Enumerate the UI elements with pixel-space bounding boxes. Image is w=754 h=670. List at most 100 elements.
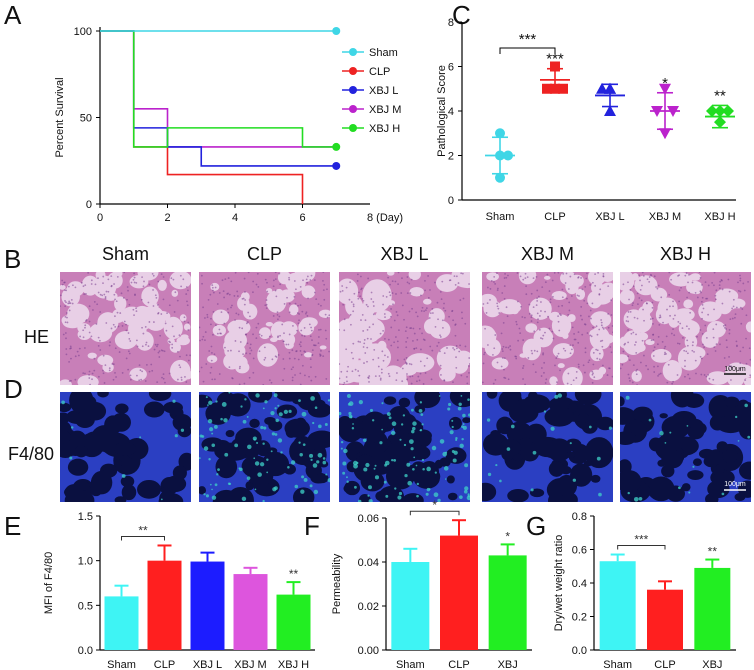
nucleus [128,352,131,355]
nucleus [244,299,247,301]
dark-space [568,402,578,413]
nucleus [218,292,221,294]
nucleus [434,281,436,284]
nucleus [396,372,398,374]
marker-signal [241,496,247,502]
alveolar-space [60,379,72,385]
y-tick-label: 0.02 [358,601,379,613]
nucleus [600,319,603,321]
nucleus [213,378,216,381]
nucleus [313,291,316,294]
y-axis-label: Percent Survival [54,77,66,157]
nucleus [651,301,654,304]
nucleus [507,274,509,277]
alveolar-space [595,333,611,350]
nucleus [347,365,349,368]
marker-signal [386,412,391,416]
alveolar-space [114,330,138,350]
nucleus [722,325,725,327]
bar-xbj [694,567,731,650]
nucleus [525,293,528,296]
nucleus [687,281,689,284]
nucleus [112,363,115,366]
marker-signal [557,393,563,398]
nucleus [584,285,587,288]
marker-signal [274,486,278,491]
marker-signal [467,493,470,496]
nucleus [274,289,277,292]
survival-end-point [332,27,341,35]
nucleus [530,292,533,295]
panel-letter-A: A [4,0,22,30]
marker-signal [254,461,260,466]
nucleus [400,292,403,294]
nucleus [147,301,150,304]
nucleus [410,278,413,281]
nucleus [123,320,126,323]
nucleus [409,292,412,294]
nucleus [405,326,408,329]
nucleus [659,314,662,317]
y-tick-label: 1.5 [78,511,93,523]
dark-space [446,475,455,484]
dark-space [113,459,123,468]
nucleus [426,357,429,360]
nucleus [622,283,625,286]
nucleus [609,346,612,348]
nucleus [179,355,181,358]
alveolar-space [743,377,751,385]
nucleus [127,289,129,292]
nucleus [315,298,318,300]
nucleus [265,299,268,301]
nucleus [695,372,697,375]
marker-signal [399,438,402,441]
nucleus [493,347,496,350]
nucleus [542,353,544,356]
nucleus [342,383,345,385]
dark-space [60,430,72,444]
x-tick-label: Sham [396,659,425,670]
alveolar-space [591,280,604,295]
nucleus [418,327,421,330]
nucleus [686,296,688,299]
nucleus [383,313,386,315]
nucleus [548,290,551,292]
alveolar-space [483,300,502,318]
nucleus [168,304,171,307]
nucleus [611,325,613,327]
nucleus [627,341,630,344]
nucleus [482,362,485,365]
nucleus [66,321,69,324]
nucleus [129,378,132,381]
marker-signal [416,494,419,498]
nucleus [686,339,689,342]
nucleus [572,379,575,382]
nucleus [417,375,420,378]
nucleus [629,379,631,382]
nucleus [380,371,383,374]
nucleus [658,324,661,326]
nucleus [570,295,573,297]
nucleus [231,304,233,307]
nucleus [635,341,637,344]
nucleus [230,349,232,352]
nucleus [544,382,547,384]
dark-space [143,401,165,418]
alveolar-space [97,312,119,334]
marker-signal [262,407,265,410]
column-label: Sham [102,244,149,264]
nucleus [577,331,580,333]
marker-signal [266,458,269,461]
if-micrograph-xbj-m [482,392,613,502]
marker-signal [447,407,451,411]
nucleus [99,349,102,351]
nucleus [305,278,308,281]
nucleus [141,326,143,329]
nucleus [409,375,412,378]
nucleus [260,334,263,337]
nucleus [67,302,70,305]
nucleus [153,321,155,323]
marker-signal [216,473,219,476]
nucleus [540,301,542,303]
